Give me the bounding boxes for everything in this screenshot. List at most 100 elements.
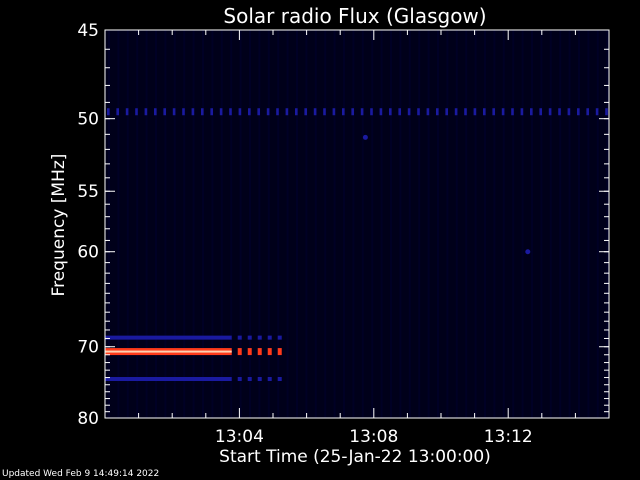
y-tick-label: 80 — [77, 409, 99, 429]
signal-dash — [172, 108, 176, 116]
signal-dash — [295, 108, 298, 116]
signal-band-segment — [237, 348, 242, 356]
signal-dash — [323, 108, 326, 116]
signal-dash — [342, 108, 345, 116]
update-timestamp: Updated Wed Feb 9 14:49:14 2022 — [2, 469, 160, 479]
noise-column — [305, 30, 308, 418]
signal-dash — [351, 108, 354, 116]
signal-dash — [483, 108, 486, 116]
signal-dash — [135, 108, 138, 116]
signal-dash — [276, 108, 279, 116]
noise-column — [352, 30, 355, 418]
noise-column — [286, 30, 289, 418]
x-tick-label: 13:12 — [484, 427, 533, 447]
signal-band-core — [105, 350, 232, 353]
noise-column — [437, 30, 439, 418]
noise-column — [465, 30, 468, 418]
signal-dash — [191, 108, 195, 116]
signal-band-segment — [257, 348, 262, 356]
noise-column — [183, 30, 186, 418]
signal-dash — [454, 108, 458, 116]
signal-dash — [201, 108, 204, 116]
noise-column — [173, 30, 176, 418]
noise-column — [145, 30, 148, 418]
signal-layer — [105, 108, 608, 382]
noise-column — [258, 30, 261, 418]
y-tick-label: 50 — [77, 110, 99, 130]
signal-dash — [163, 108, 166, 116]
signal-dash — [389, 108, 392, 116]
signal-dash — [605, 108, 608, 116]
y-tick-label: 45 — [77, 21, 99, 41]
noise-column — [568, 30, 571, 418]
signal-dash — [501, 108, 505, 116]
signal-dash — [360, 108, 364, 116]
noise-column — [239, 30, 242, 418]
signal-dash — [304, 108, 307, 116]
noise-column — [371, 30, 374, 418]
noise-column — [108, 30, 110, 418]
x-axis-label: Start Time (25-Jan-22 13:00:00) — [219, 447, 491, 467]
signal-dash — [548, 108, 552, 116]
x-tick-label: 13:08 — [349, 427, 398, 447]
signal-dash — [313, 108, 317, 116]
noise-column — [559, 30, 562, 418]
noise-column — [249, 30, 251, 418]
noise-column — [399, 30, 402, 418]
noise-column — [474, 30, 477, 418]
noise-column — [540, 30, 543, 418]
signal-band-segment — [247, 348, 252, 356]
y-tick-label: 55 — [77, 182, 99, 202]
signal-dash — [238, 108, 242, 116]
noise-column — [324, 30, 327, 418]
signal-dash — [417, 108, 420, 116]
signal-band-segment — [277, 348, 282, 356]
signal-dash — [116, 108, 119, 116]
noise-column — [296, 30, 298, 418]
noise-column — [512, 30, 515, 418]
plot-frame — [104, 29, 610, 419]
signal-dash — [257, 108, 260, 116]
signal-band-segment — [277, 335, 282, 340]
noise-column — [164, 30, 167, 418]
noise-column — [136, 30, 139, 418]
noise-column — [427, 30, 430, 418]
noise-column — [361, 30, 364, 418]
signal-dash — [577, 108, 580, 116]
signal-dash — [144, 108, 148, 116]
signal-band-segment — [237, 377, 242, 382]
noise-column — [578, 30, 580, 418]
signal-dash — [398, 108, 401, 116]
signal-dash — [266, 108, 270, 116]
signal-dash — [229, 108, 232, 116]
noise-column — [333, 30, 336, 418]
signal-dash — [492, 108, 495, 116]
signal-dash — [595, 108, 599, 116]
plot-background — [105, 30, 609, 418]
signal-dash — [511, 108, 514, 116]
noise-column — [220, 30, 223, 418]
signal-dash — [379, 108, 383, 116]
signal-band-segment — [267, 377, 272, 382]
signal-band-segment — [247, 335, 252, 340]
noise-column — [455, 30, 458, 418]
signal-dash — [182, 108, 185, 116]
noise-column — [380, 30, 383, 418]
signal-band-segment — [257, 335, 262, 340]
chart-title: Solar radio Flux (Glasgow) — [223, 4, 486, 28]
y-axis-label: Frequency [MHz] — [49, 154, 69, 297]
y-tick-label: 70 — [77, 338, 99, 358]
signal-dash — [520, 108, 524, 116]
signal-dash — [125, 108, 129, 116]
signal-dash — [219, 108, 223, 116]
noise-column — [192, 30, 195, 418]
plot-area — [105, 30, 609, 418]
signal-dash — [558, 108, 561, 116]
noise-column — [211, 30, 214, 418]
signal-dash — [154, 108, 157, 116]
noise-column — [267, 30, 270, 418]
signal-dash — [407, 108, 411, 116]
noise-column — [596, 30, 599, 418]
noise-column — [390, 30, 392, 418]
signal-dash — [332, 108, 336, 116]
